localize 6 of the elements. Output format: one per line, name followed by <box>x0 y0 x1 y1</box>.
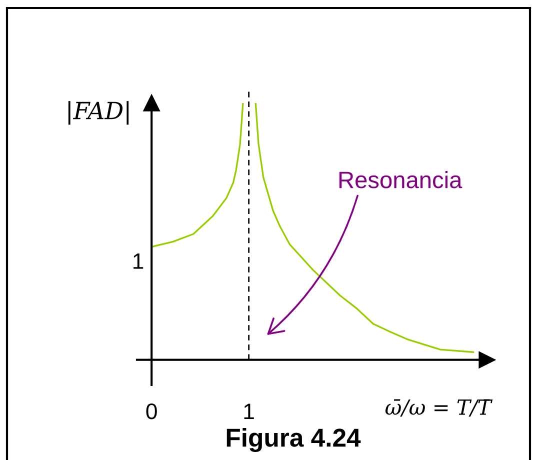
x-axis-title: ω̄/ω = T/T̄ <box>385 399 493 417</box>
text: Figura 4.24 <box>226 428 361 452</box>
annotation: 1 <box>134 253 144 269</box>
annotation: Resonancia <box>339 170 462 188</box>
y-axis-title: |FAD| <box>68 101 129 125</box>
x-tick-label: 0 <box>146 403 157 420</box>
